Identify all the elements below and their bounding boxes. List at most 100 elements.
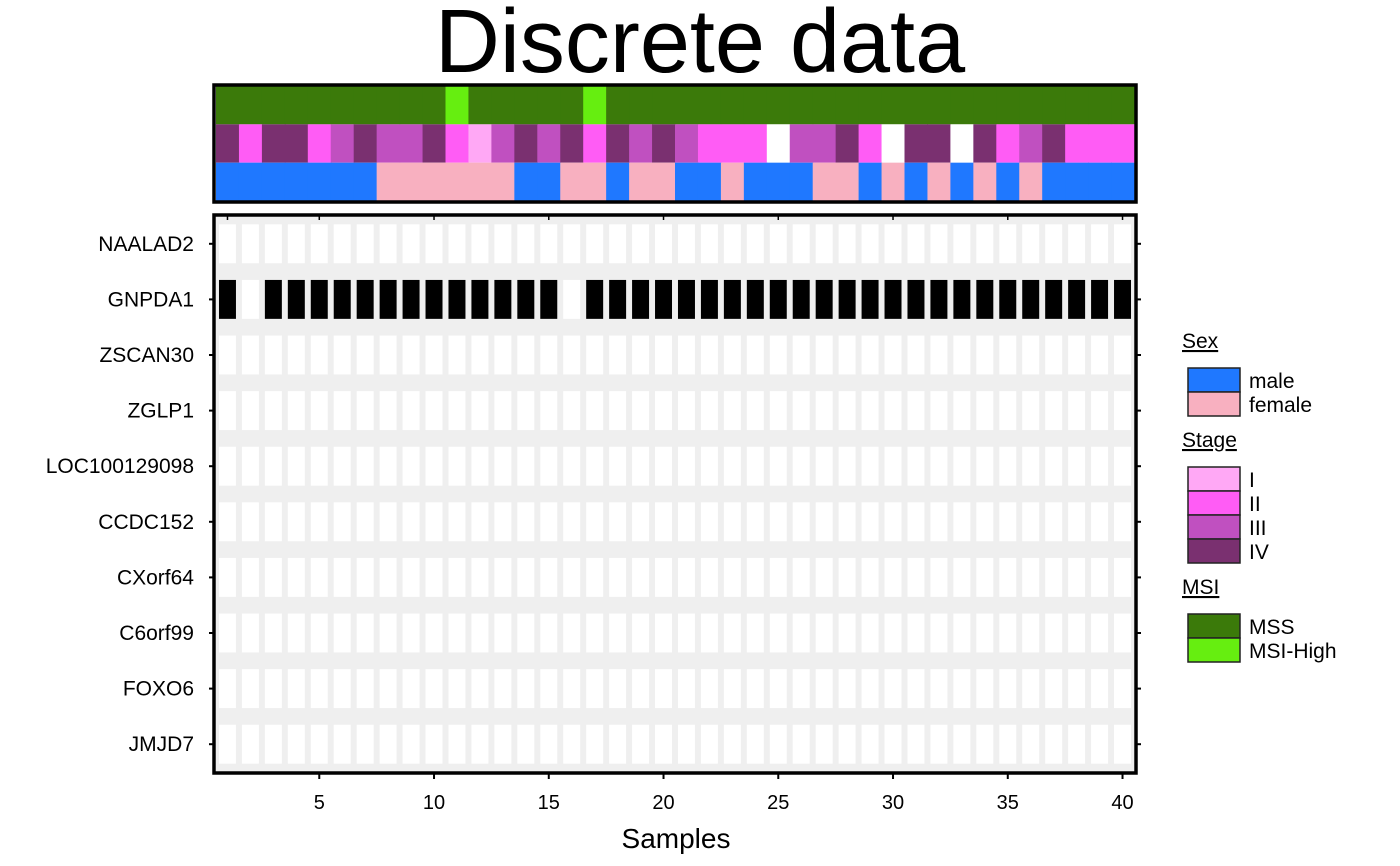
- heatmap-cell: [609, 279, 627, 319]
- gene-label: CXorf64: [117, 566, 194, 589]
- heatmap-cell: [586, 613, 604, 653]
- heatmap-body: [212, 213, 1138, 775]
- heatmap-cell: [448, 669, 466, 709]
- heatmap-cell: [563, 724, 581, 764]
- heatmap-cell: [999, 391, 1017, 431]
- heatmap-cell: [1114, 279, 1132, 319]
- annotation-cell: [1019, 86, 1043, 125]
- gene-label: GNPDA1: [108, 288, 194, 311]
- heatmap-cell: [425, 613, 443, 653]
- heatmap-cell: [241, 724, 259, 764]
- heatmap-cell: [1045, 669, 1063, 709]
- heatmap-frame: [212, 213, 1138, 775]
- heatmap-cell: [838, 446, 856, 486]
- annotation-cell: [445, 124, 470, 163]
- heatmap-cell: [700, 446, 718, 486]
- heatmap-cell: [838, 224, 856, 264]
- heatmap-cell: [379, 224, 397, 264]
- heatmap-cell: [1091, 724, 1109, 764]
- heatmap-cell: [632, 724, 650, 764]
- heatmap-cell: [241, 224, 259, 264]
- annotation-cell: [1111, 86, 1135, 125]
- heatmap-cell: [448, 446, 466, 486]
- heatmap-cell: [402, 224, 420, 264]
- heatmap-cell: [333, 279, 351, 319]
- heatmap-cell: [264, 279, 282, 319]
- heatmap-cell: [287, 557, 305, 597]
- heatmap-cell: [264, 335, 282, 375]
- heatmap-cell: [1022, 446, 1040, 486]
- heatmap-cell: [1068, 391, 1086, 431]
- heatmap-cell: [700, 391, 718, 431]
- heatmap-cell: [379, 335, 397, 375]
- heatmap-cell: [930, 557, 948, 597]
- heatmap-cell: [241, 669, 259, 709]
- heatmap-cell: [264, 724, 282, 764]
- heatmap-cell: [815, 335, 833, 375]
- annotation-cell: [881, 162, 906, 201]
- heatmap-cell: [861, 669, 879, 709]
- annotation-cell: [606, 86, 630, 125]
- annotation-cell: [376, 86, 401, 125]
- heatmap-cell: [218, 724, 236, 764]
- heatmap-cell: [356, 279, 374, 319]
- heatmap-cell: [677, 557, 695, 597]
- heatmap-background: [216, 216, 1134, 772]
- heatmap-cell: [655, 224, 673, 264]
- annotation-cell: [1065, 162, 1089, 201]
- annotation-cell: [422, 86, 447, 125]
- heatmap-cell: [609, 502, 627, 542]
- annotation-track-stage: [216, 124, 1135, 163]
- heatmap-cell: [723, 613, 741, 653]
- heatmap-cell: [494, 391, 512, 431]
- annotation-cell: [1111, 124, 1135, 163]
- heatmap-cell: [517, 335, 535, 375]
- heatmap-cell: [700, 224, 718, 264]
- heatmap-cell: [1091, 279, 1109, 319]
- heatmap-cell: [884, 557, 902, 597]
- heatmap-cell: [287, 224, 305, 264]
- heatmap-cell: [448, 224, 466, 264]
- heatmap-cell: [425, 446, 443, 486]
- x-tick-label: 40: [1111, 792, 1133, 814]
- heatmap-cell: [1045, 391, 1063, 431]
- heatmap-cell: [517, 279, 535, 319]
- heatmap-cell: [379, 669, 397, 709]
- annotation-cell: [1019, 124, 1043, 163]
- heatmap-cell: [333, 557, 351, 597]
- annotation-cell: [445, 86, 470, 125]
- heatmap-cell: [540, 335, 558, 375]
- heatmap-cell: [218, 557, 236, 597]
- heatmap-cell: [746, 335, 764, 375]
- heatmap-cell: [563, 502, 581, 542]
- heatmap-cell: [471, 335, 489, 375]
- heatmap-cell: [792, 335, 810, 375]
- heatmap-cell: [1114, 724, 1132, 764]
- heatmap-cell: [356, 446, 374, 486]
- heatmap-cell: [1022, 279, 1040, 319]
- annotation-track-sex: [216, 162, 1135, 201]
- heatmap-cell: [563, 279, 581, 319]
- heatmap-cell: [1068, 724, 1086, 764]
- heatmap-cell: [540, 557, 558, 597]
- annotation-cell: [353, 124, 378, 163]
- annotation-cell: [330, 162, 355, 201]
- heatmap-cell: [494, 669, 512, 709]
- heatmap-cell: [425, 224, 443, 264]
- heatmap-cell: [632, 669, 650, 709]
- heatmap-cell: [1114, 502, 1132, 542]
- x-tick-label: 35: [997, 792, 1019, 814]
- heatmap-cell: [471, 391, 489, 431]
- heatmap-cell: [218, 391, 236, 431]
- heatmap-cell: [356, 224, 374, 264]
- legend-title: MSI: [1182, 576, 1219, 599]
- heatmap-cell: [746, 502, 764, 542]
- heatmap-cell: [953, 446, 971, 486]
- heatmap-cell: [1045, 279, 1063, 319]
- annotation-cell: [766, 162, 791, 201]
- heatmap-cell: [1045, 724, 1063, 764]
- heatmap-cell: [700, 502, 718, 542]
- annotation-cell: [537, 162, 561, 201]
- heatmap-cell: [815, 224, 833, 264]
